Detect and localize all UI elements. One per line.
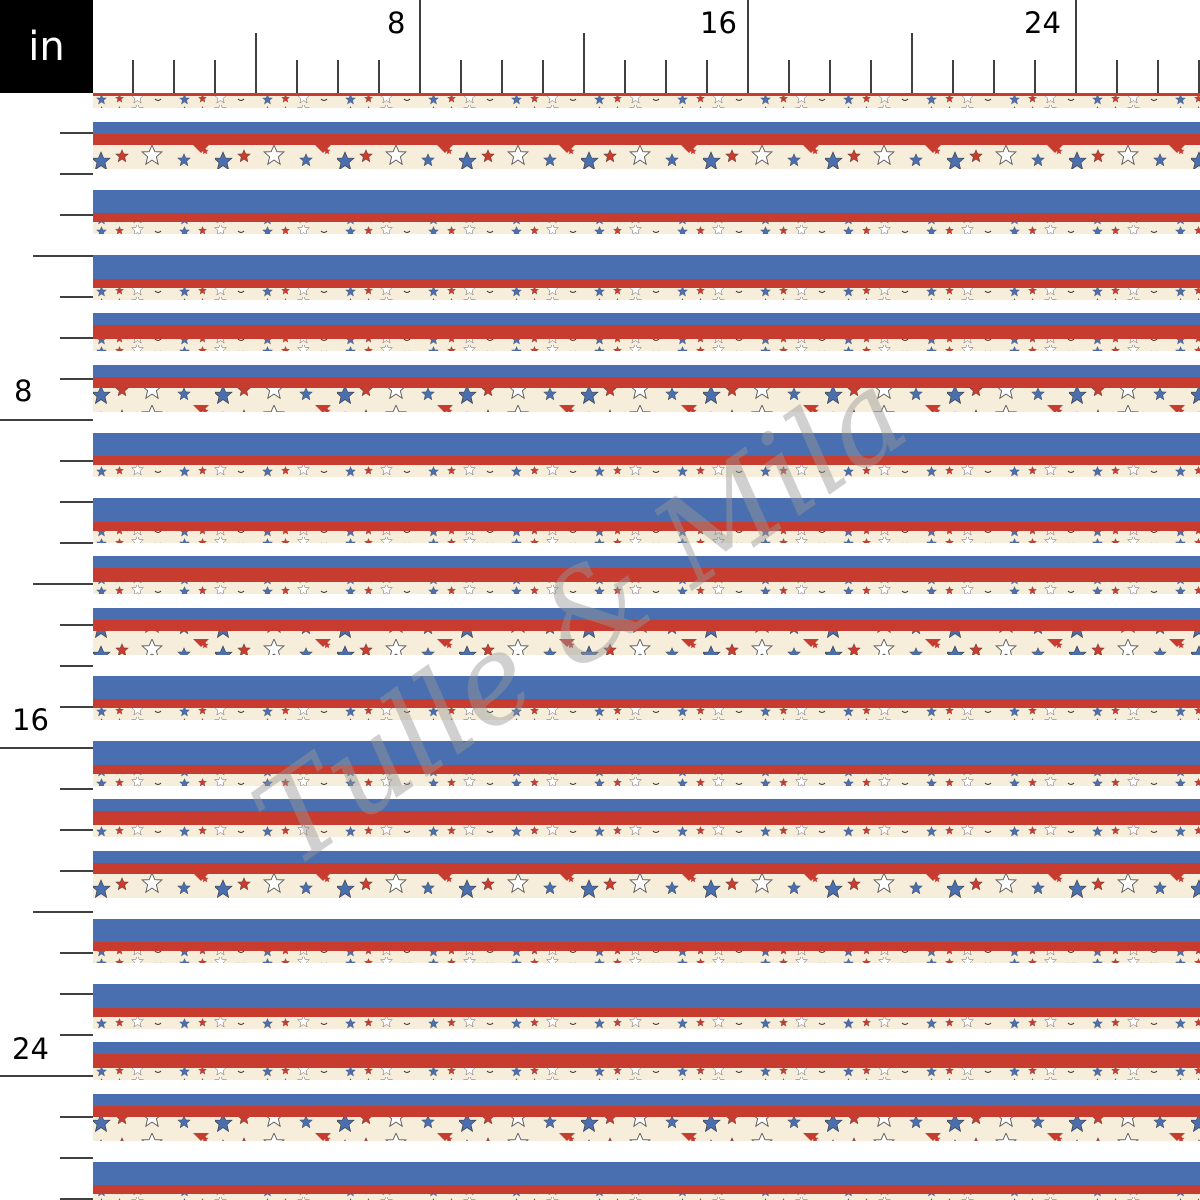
fabric-stripe	[93, 388, 1200, 412]
fabric-stripe	[93, 984, 1200, 1008]
fabric-stripe	[93, 93, 1200, 96]
fabric-stripe	[93, 213, 1200, 222]
fabric-stripe	[93, 951, 1200, 963]
fabric-stripe	[93, 631, 1200, 655]
fabric-stripe	[93, 531, 1200, 543]
left-label-24: 24	[12, 1032, 49, 1066]
top-label-16: 16	[700, 6, 737, 40]
fabric-stripe	[93, 1017, 1200, 1029]
fabric-stripe	[93, 919, 1200, 942]
fabric-stripe	[93, 1117, 1200, 1141]
fabric-stripe	[93, 1162, 1200, 1185]
fabric-stripe	[93, 522, 1200, 531]
fabric-stripe	[93, 608, 1200, 620]
fabric-stripe	[93, 122, 1200, 134]
fabric-stripe	[93, 222, 1200, 234]
fabric-stripe	[93, 96, 1200, 108]
fabric-stripe	[93, 708, 1200, 720]
fabric-stripe	[93, 811, 1200, 825]
fabric-stripe	[93, 676, 1200, 699]
fabric-stripe	[93, 456, 1200, 465]
fabric-stripe	[93, 190, 1200, 213]
fabric-stripe	[93, 1194, 1200, 1200]
fabric-stripe	[93, 377, 1200, 388]
fabric-stripe	[93, 313, 1200, 325]
fabric-stripe	[93, 942, 1200, 951]
fabric-stripe	[93, 863, 1200, 874]
unit-label: in	[0, 0, 93, 93]
fabric-stripe	[93, 465, 1200, 477]
fabric-stripe	[93, 365, 1200, 377]
top-label-24: 24	[1024, 6, 1061, 40]
fabric-stripe	[93, 1042, 1200, 1054]
left-label-8: 8	[14, 374, 33, 408]
fabric-stripe	[93, 339, 1200, 351]
fabric-stripe	[93, 255, 1200, 279]
fabric-stripe	[93, 699, 1200, 708]
fabric-stripe	[93, 145, 1200, 169]
fabric-stripe	[93, 582, 1200, 594]
fabric-stripe	[93, 556, 1200, 568]
fabric-stripe	[93, 279, 1200, 288]
fabric-stripe	[93, 825, 1200, 837]
fabric-stripe	[93, 774, 1200, 786]
fabric-stripe	[93, 1054, 1200, 1068]
fabric-stripe	[93, 1106, 1200, 1117]
left-label-16: 16	[12, 703, 49, 737]
unit-text: in	[28, 23, 65, 70]
top-ruler	[132, 0, 1200, 93]
fabric-stripe	[93, 1068, 1200, 1080]
fabric-stripe	[93, 1185, 1200, 1194]
fabric-stripe	[93, 1094, 1200, 1106]
fabric-stripe	[93, 568, 1200, 582]
fabric-stripe	[93, 498, 1200, 522]
fabric-stripe	[93, 325, 1200, 339]
fabric-stripe	[93, 799, 1200, 811]
fabric-stripe	[93, 288, 1200, 300]
fabric-swatch	[93, 93, 1200, 1200]
top-label-8: 8	[387, 6, 406, 40]
left-ruler	[0, 132, 93, 1200]
fabric-stripe	[93, 433, 1200, 456]
fabric-stripe	[93, 1008, 1200, 1017]
fabric-stripe	[93, 620, 1200, 631]
fabric-stripe	[93, 851, 1200, 863]
fabric-stripe	[93, 741, 1200, 765]
fabric-stripe	[93, 874, 1200, 898]
fabric-stripe	[93, 765, 1200, 774]
fabric-stripe	[93, 134, 1200, 145]
